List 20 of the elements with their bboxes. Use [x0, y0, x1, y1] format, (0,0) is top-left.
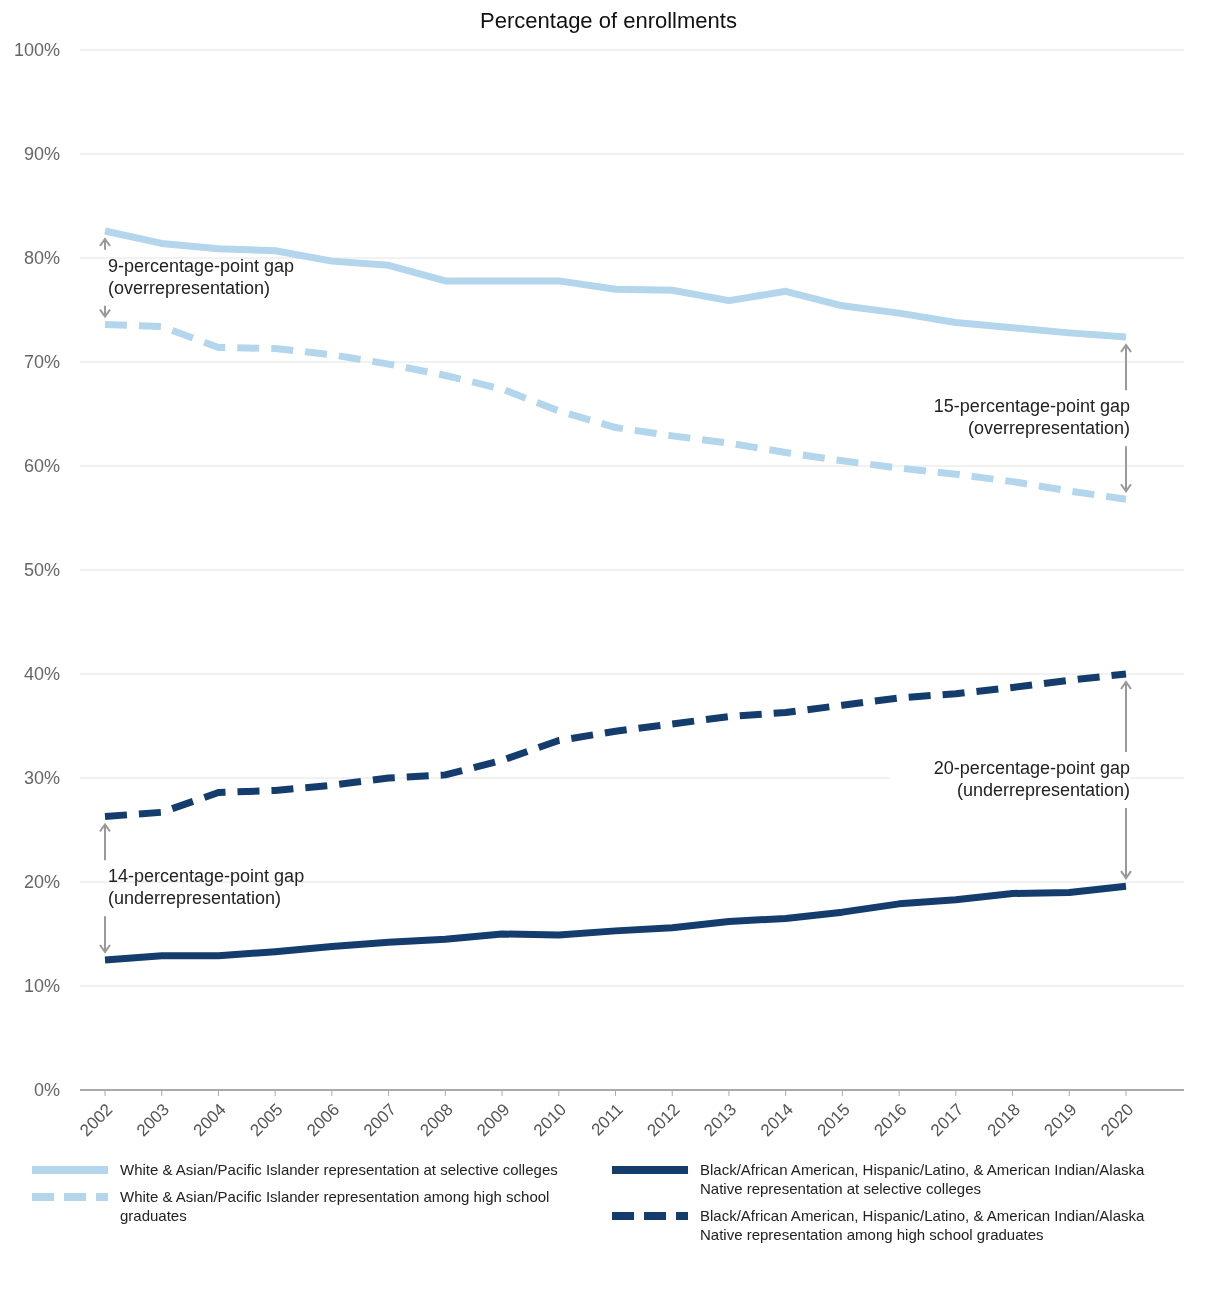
annotation: 14-percentage-point gap (underrepresentation): [108, 866, 305, 909]
y-tick-label: 0%: [33, 1080, 60, 1101]
y-tick-label: 10%: [23, 976, 60, 997]
legend-label: Black/African American, Hispanic/Latino, & American Indian/Alaska Native representation among high school graduates: [700, 1206, 1146, 1244]
y-tick-label: 60%: [23, 456, 60, 477]
y-tick-label: 70%: [23, 352, 60, 373]
annotation: 9-percentage-point gap (overrepresentation): [108, 255, 295, 298]
y-tick-label: 90%: [23, 144, 60, 165]
chart-title: Percentage of enrollments: [479, 8, 738, 34]
legend-label: White & Asian/Pacific Islander representation among high school graduates: [120, 1187, 551, 1225]
y-tick-label: 100%: [13, 40, 60, 61]
annotation: 15-percentage-point gap (overrepresentation): [933, 396, 1130, 439]
annotation: 20-percentage-point gap (underrepresentation): [933, 758, 1130, 801]
legend-label: Black/African American, Hispanic/Latino, & American Indian/Alaska Native representation at selective colleges: [700, 1160, 1146, 1198]
y-tick-label: 30%: [23, 768, 60, 789]
y-tick-label: 20%: [23, 872, 60, 893]
y-tick-label: 50%: [23, 560, 60, 581]
legend-label: White & Asian/Pacific Islander representation at selective colleges: [120, 1160, 559, 1179]
y-tick-label: 80%: [23, 248, 60, 269]
y-tick-label: 40%: [23, 664, 60, 685]
